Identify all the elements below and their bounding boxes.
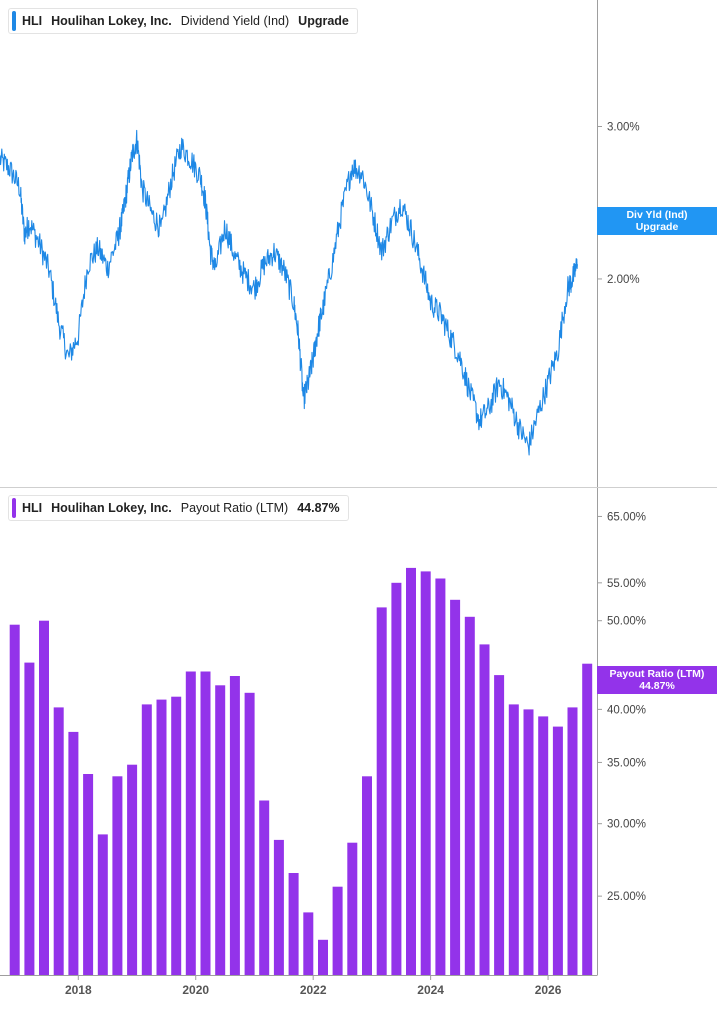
payout-ratio-bar	[362, 776, 372, 975]
payout-ratio-bar	[567, 707, 578, 975]
payout-ratio-bar	[24, 662, 35, 975]
legend-swatch-dividend-yield	[12, 11, 16, 31]
y-tick-label: 2.00%	[607, 274, 640, 286]
payout-ratio-bar	[171, 696, 182, 975]
legend-swatch-payout-ratio	[12, 498, 16, 518]
legend-top: HLI Houlihan Lokey, Inc. Dividend Yield …	[8, 8, 358, 34]
payout-ratio-bar	[185, 671, 196, 975]
payout-ratio-bar	[552, 726, 563, 975]
payout-ratio-bar	[376, 607, 387, 975]
y-tick-label: 40.00%	[607, 704, 646, 716]
payout-ratio-bar	[288, 873, 299, 975]
payout-ratio-bar	[9, 624, 20, 975]
payout-ratio-bar	[127, 764, 138, 975]
payout-ratio-bar	[582, 663, 593, 975]
legend-bottom: HLI Houlihan Lokey, Inc. Payout Ratio (L…	[8, 495, 349, 521]
payout-ratio-bar	[39, 620, 49, 975]
end-badge-value: 44.87%	[639, 680, 675, 692]
x-tick-label: 2022	[300, 983, 327, 997]
y-tick-label: 65.00%	[607, 511, 646, 523]
legend-series-name: Dividend Yield (Ind)	[180, 14, 290, 28]
dividend-yield-line	[0, 129, 578, 456]
payout-ratio-bar	[229, 676, 240, 975]
end-badge-dividend-yield: Div Yld (Ind) Upgrade	[597, 207, 717, 235]
payout-ratio-bar	[244, 692, 255, 975]
payout-ratio-bar	[332, 886, 343, 975]
end-badge-value: Upgrade	[635, 221, 679, 233]
payout-ratio-bar	[494, 675, 505, 975]
payout-ratio-bar	[97, 834, 108, 975]
x-tick-label: 2020	[182, 983, 209, 997]
payout-ratio-bar	[273, 839, 284, 975]
payout-ratio-bar	[450, 599, 461, 975]
y-tick-label: 30.00%	[607, 819, 646, 831]
legend-series-name: Payout Ratio (LTM)	[180, 501, 289, 515]
payout-ratio-bar	[508, 704, 519, 975]
y-tick-label: 35.00%	[607, 757, 646, 769]
payout-ratio-bar	[347, 842, 358, 975]
legend-ticker: HLI	[22, 14, 43, 28]
payout-ratio-bar	[53, 707, 64, 975]
end-badge-label: Div Yld (Ind)	[626, 209, 688, 221]
x-tick-label: 2018	[65, 983, 92, 997]
y-tick-label: 25.00%	[607, 891, 646, 903]
payout-ratio-bar	[83, 774, 94, 975]
payout-ratio-bar	[112, 776, 123, 975]
payout-ratio-bar	[391, 582, 402, 975]
legend-last-value: 44.87%	[297, 501, 340, 515]
payout-ratio-bar	[420, 571, 431, 975]
end-badge-label: Payout Ratio (LTM)	[609, 668, 705, 680]
payout-ratio-bar	[464, 616, 475, 975]
legend-ticker: HLI	[22, 501, 43, 515]
payout-ratio-bar	[200, 671, 211, 975]
payout-ratio-bar	[141, 704, 152, 975]
payout-ratio-bar	[523, 709, 534, 975]
legend-company: Houlihan Lokey, Inc.	[51, 501, 172, 515]
payout-ratio-bar	[215, 685, 226, 975]
y-tick-label: 50.00%	[607, 616, 646, 628]
y-tick-label: 3.00%	[607, 122, 640, 134]
payout-ratio-bar	[406, 567, 416, 975]
y-tick-label: 55.00%	[607, 578, 646, 590]
legend-status: Upgrade	[298, 14, 349, 28]
payout-ratio-bar	[303, 912, 314, 975]
payout-ratio-bar	[318, 939, 328, 975]
payout-ratio-bar	[259, 800, 270, 975]
x-tick-label: 2026	[535, 983, 562, 997]
legend-company: Houlihan Lokey, Inc.	[51, 14, 172, 28]
payout-ratio-bar	[68, 731, 79, 975]
payout-ratio-bar	[435, 578, 446, 975]
payout-ratio-bar	[538, 716, 549, 975]
payout-ratio-bar	[479, 644, 490, 975]
x-tick-label: 2024	[417, 983, 444, 997]
end-badge-payout-ratio: Payout Ratio (LTM) 44.87%	[597, 666, 717, 694]
payout-ratio-bar	[156, 699, 167, 975]
